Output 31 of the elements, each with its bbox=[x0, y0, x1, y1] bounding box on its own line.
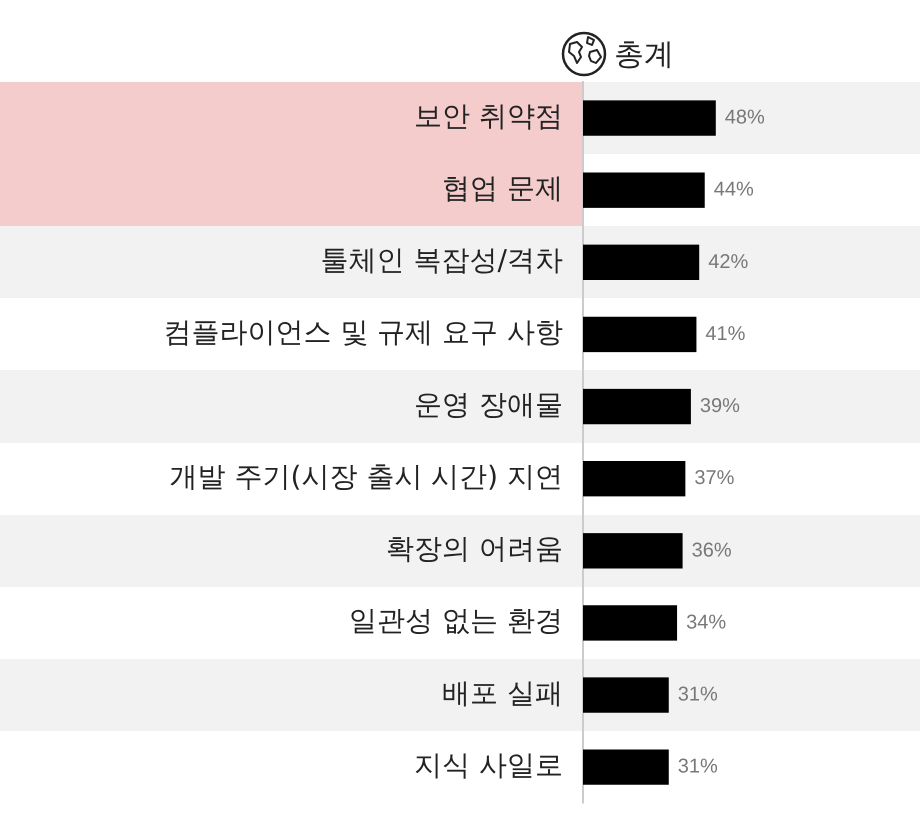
data-label: 41% bbox=[705, 322, 746, 345]
bar bbox=[583, 677, 669, 713]
bar bbox=[583, 749, 669, 785]
bar bbox=[583, 172, 705, 208]
data-label: 37% bbox=[694, 467, 735, 490]
data-label: 44% bbox=[714, 178, 754, 201]
data-label: 31% bbox=[678, 756, 718, 778]
data-label: 39% bbox=[700, 395, 740, 418]
bar bbox=[583, 316, 696, 352]
y-tick-label: 확장의 어려움 bbox=[386, 532, 563, 566]
data-label: 36% bbox=[692, 539, 732, 562]
data-label: 42% bbox=[708, 250, 748, 273]
bar bbox=[583, 388, 691, 424]
chart-title: 총계 bbox=[614, 36, 674, 74]
bar bbox=[583, 605, 678, 641]
bar bbox=[583, 460, 686, 496]
y-tick-label: 컴플라이언스 및 규제 요구 사항 bbox=[163, 316, 563, 349]
y-tick-label: 협업 문제 bbox=[442, 171, 563, 204]
data-label: 34% bbox=[686, 611, 726, 634]
bar bbox=[583, 100, 716, 136]
y-tick-label: 보안 취약점 bbox=[414, 99, 563, 132]
y-tick-label: 지식 사일로 bbox=[414, 748, 563, 782]
bar bbox=[583, 533, 683, 568]
y-tick-label: 운영 장애물 bbox=[414, 388, 563, 421]
y-tick-label: 배포 실패 bbox=[442, 676, 563, 710]
bar bbox=[583, 244, 700, 280]
y-tick-label: 일관성 없는 환경 bbox=[349, 604, 563, 638]
y-tick-label: 개발 주기(시장 출시 시간) 지연 bbox=[170, 460, 563, 493]
data-label: 48% bbox=[724, 106, 766, 129]
data-label: 31% bbox=[678, 684, 718, 706]
y-tick-label: 툴체인 복잡성/격차 bbox=[320, 244, 563, 277]
